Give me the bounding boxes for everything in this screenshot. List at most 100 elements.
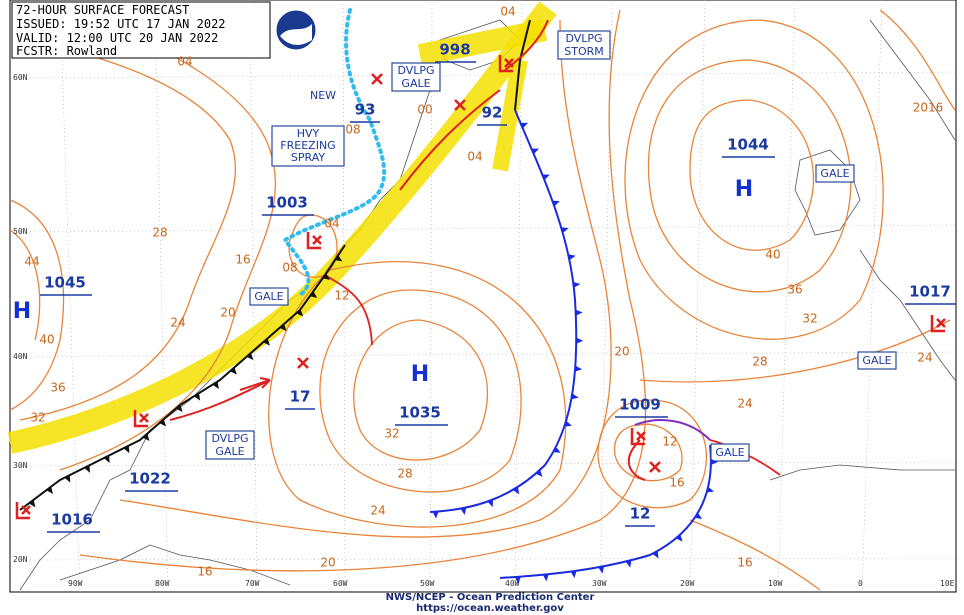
grid-labels: 60N 50N 40N 30N 20N 90W 80W 70W 60W 50W … (13, 73, 955, 588)
lat-label: 60N (13, 73, 28, 82)
track-arrow (399, 89, 501, 191)
front-pip (564, 420, 572, 427)
isobar-label: 32 (384, 427, 399, 441)
isobar-label: 04 (467, 150, 482, 164)
warning-text: GALE (820, 167, 849, 180)
lat-label: 40N (13, 352, 28, 361)
isobar (597, 399, 708, 509)
lon-line (689, 0, 706, 593)
isobar-label: 20 (614, 345, 629, 359)
isobar (319, 289, 522, 493)
isobar-label: 36 (787, 283, 802, 297)
pressure-label: 1017 (909, 283, 951, 301)
lat-label: 30N (13, 461, 28, 470)
front-pip (309, 291, 318, 298)
pressure-label: 1003 (266, 194, 308, 212)
warnings: DVLPG GALE DVLPG STORM HVY FREEZING SPRA… (205, 30, 897, 462)
pressure-label: 1009 (619, 396, 661, 414)
lon-label: 80W (155, 579, 170, 588)
isobar-label: 16 (235, 253, 250, 267)
isobar (613, 423, 683, 482)
front-pip (123, 445, 130, 454)
jet (7, 1, 557, 454)
front-pip (487, 499, 494, 508)
coast (794, 149, 861, 236)
front-pip (263, 338, 270, 346)
isobar (353, 319, 489, 461)
lon-label: 10W (768, 579, 783, 588)
warning-text: GALE (215, 445, 244, 458)
front-pip (193, 393, 201, 401)
coast (869, 19, 956, 141)
isobar-label: 12 (662, 435, 677, 449)
lat-line (9, 224, 957, 233)
footer: NWS/NCEP - Ocean Prediction Center https… (386, 592, 595, 614)
front-pip (460, 507, 467, 515)
isobar (624, 19, 884, 340)
pressure-label: 998 (439, 41, 470, 59)
warning-text: GALE (715, 446, 744, 459)
isobar-label: 20 (320, 556, 335, 570)
front-pip (142, 433, 150, 441)
coast (859, 249, 956, 381)
warning-box (391, 62, 441, 92)
isobar-label: 28 (752, 355, 767, 369)
front-pip (103, 455, 110, 464)
lon-label: 60W (333, 579, 348, 588)
ice-edge (282, 8, 387, 297)
front-pip (84, 465, 90, 473)
warning-text: HVY (297, 127, 320, 140)
front-pip (710, 458, 718, 465)
warning-text: DVLPG (211, 432, 248, 445)
warning-box (271, 125, 345, 167)
front-pip (576, 337, 584, 344)
lon-line (514, 0, 523, 593)
front-pip (652, 550, 659, 559)
high-symbol: H (13, 299, 31, 324)
low-symbol (15, 502, 31, 520)
front-pip (246, 352, 254, 361)
front-pip (514, 576, 521, 584)
isobar-label: 04 (324, 217, 339, 231)
isobar-label: 00 (417, 103, 432, 117)
isobar-label: 24 (370, 504, 385, 518)
pressure-label: 92 (482, 104, 503, 122)
low-symbol (498, 55, 514, 73)
jet (417, 19, 548, 66)
front-pip (573, 281, 581, 288)
lon-label: 20W (680, 579, 695, 588)
front-pip (675, 534, 683, 542)
isobar-label: 40 (39, 333, 54, 347)
front-pip (46, 486, 54, 494)
isobar-label: 40 (765, 248, 780, 262)
front-pip (574, 365, 583, 372)
lat-label: 20N (13, 555, 28, 564)
pressure-label: 93 (355, 101, 376, 119)
warning-box (205, 430, 255, 460)
lon-label: 70W (245, 579, 260, 588)
low-symbol (630, 428, 646, 446)
isobars (9, 9, 956, 591)
front-pip (706, 486, 715, 493)
pressure-label: 1044 (727, 136, 769, 154)
isobar (689, 99, 815, 251)
coast (769, 464, 955, 481)
front-pip (535, 469, 543, 477)
lat-line (9, 461, 957, 467)
front-pip (322, 273, 331, 280)
isobar-label: 24 (917, 351, 932, 365)
lat-line (9, 71, 957, 79)
isobar-label: 16 (197, 565, 212, 579)
lat-line (9, 557, 957, 561)
isobar (59, 9, 277, 471)
warning-text: GALE (401, 77, 430, 90)
isobar-label: 08 (282, 261, 297, 275)
header-line: 72-HOUR SURFACE FORECAST (16, 3, 189, 17)
high-symbol: H (411, 362, 429, 387)
track-arrow (169, 377, 271, 421)
isobar-labels: 04 04 04 04 00 08 08 12 28 44 40 36 32 2… (24, 5, 943, 579)
highs: H H H (13, 177, 753, 387)
front-pip (159, 419, 167, 427)
high-symbol: H (735, 177, 753, 202)
